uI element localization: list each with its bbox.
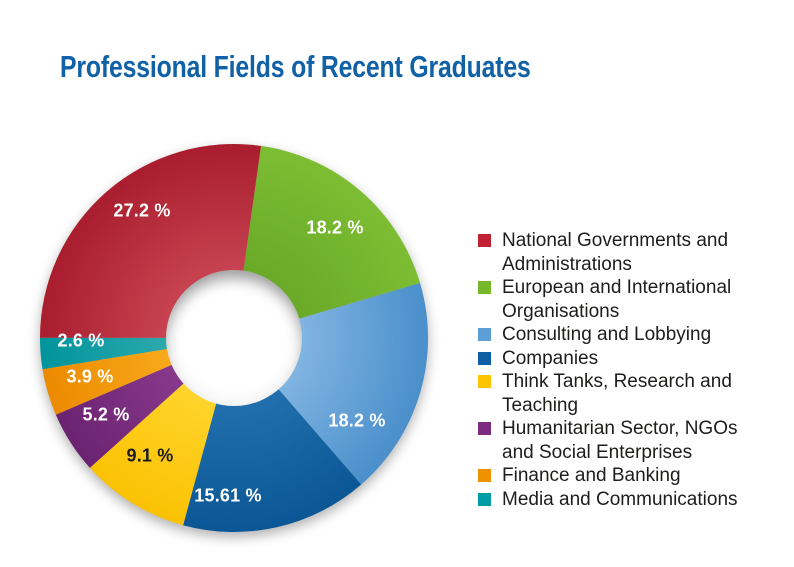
- slice-label-consulting-lobbying: 18.2 %: [328, 410, 386, 431]
- legend-item: Finance and Banking: [478, 464, 784, 488]
- donut-hole: [166, 270, 302, 406]
- slice-label-media-communications: 2.6 %: [57, 330, 105, 351]
- legend-swatch-icon: [478, 351, 491, 365]
- slice-label-finance-banking: 3.9 %: [66, 366, 114, 387]
- legend-label: Media and Communications: [502, 488, 738, 510]
- legend-swatch-icon: [478, 375, 491, 388]
- legend-item: Consulting and Lobbying: [478, 323, 784, 347]
- slice-label-think-tanks-research-teaching: 9.1 %: [126, 445, 174, 466]
- slice-label-humanitarian-ngos-social-enterprises: 5.2 %: [82, 404, 130, 425]
- legend-item: Think Tanks, Research and Teaching: [478, 370, 784, 417]
- legend-swatch-icon: [478, 422, 491, 435]
- legend-item: Media and Communications: [478, 488, 784, 512]
- legend-label: Consulting and Lobbying: [502, 324, 712, 345]
- legend-label: Humanitarian Sector, NGOs and Social Ent…: [502, 418, 738, 463]
- slice-label-companies: 15.61 %: [194, 485, 262, 506]
- legend-label: Finance and Banking: [502, 465, 681, 486]
- legend: National Governments and Administrations…: [478, 229, 784, 511]
- chart-title: Professional Fields of Recent Graduates: [60, 49, 531, 84]
- legend-label: National Governments and Administrations: [502, 230, 729, 275]
- legend-item: Humanitarian Sector, NGOs and Social Ent…: [478, 417, 784, 464]
- legend-item: European and International Organisations: [478, 276, 784, 323]
- legend-label: European and International Organisations: [502, 277, 732, 322]
- donut-chart: 18.2 % 18.2 % 15.61 % 9.1 % 5.2 % 3.9 % 2.6 % 2…: [39, 144, 428, 533]
- legend-item: Companies: [478, 347, 784, 371]
- slice-label-european-international-organisations: 18.2 %: [306, 217, 364, 238]
- legend-label: Think Tanks, Research and Teaching: [502, 371, 732, 416]
- legend-swatch-icon: [478, 469, 491, 482]
- legend-item: National Governments and Administrations: [478, 229, 784, 276]
- legend-swatch-icon: [478, 234, 491, 247]
- legend-swatch-icon: [478, 328, 491, 341]
- legend-swatch-icon: [478, 492, 491, 506]
- legend-label: Companies: [502, 347, 599, 369]
- legend-swatch-icon: [478, 281, 491, 294]
- slice-label-national-governments-administrations: 27.2 %: [113, 200, 171, 221]
